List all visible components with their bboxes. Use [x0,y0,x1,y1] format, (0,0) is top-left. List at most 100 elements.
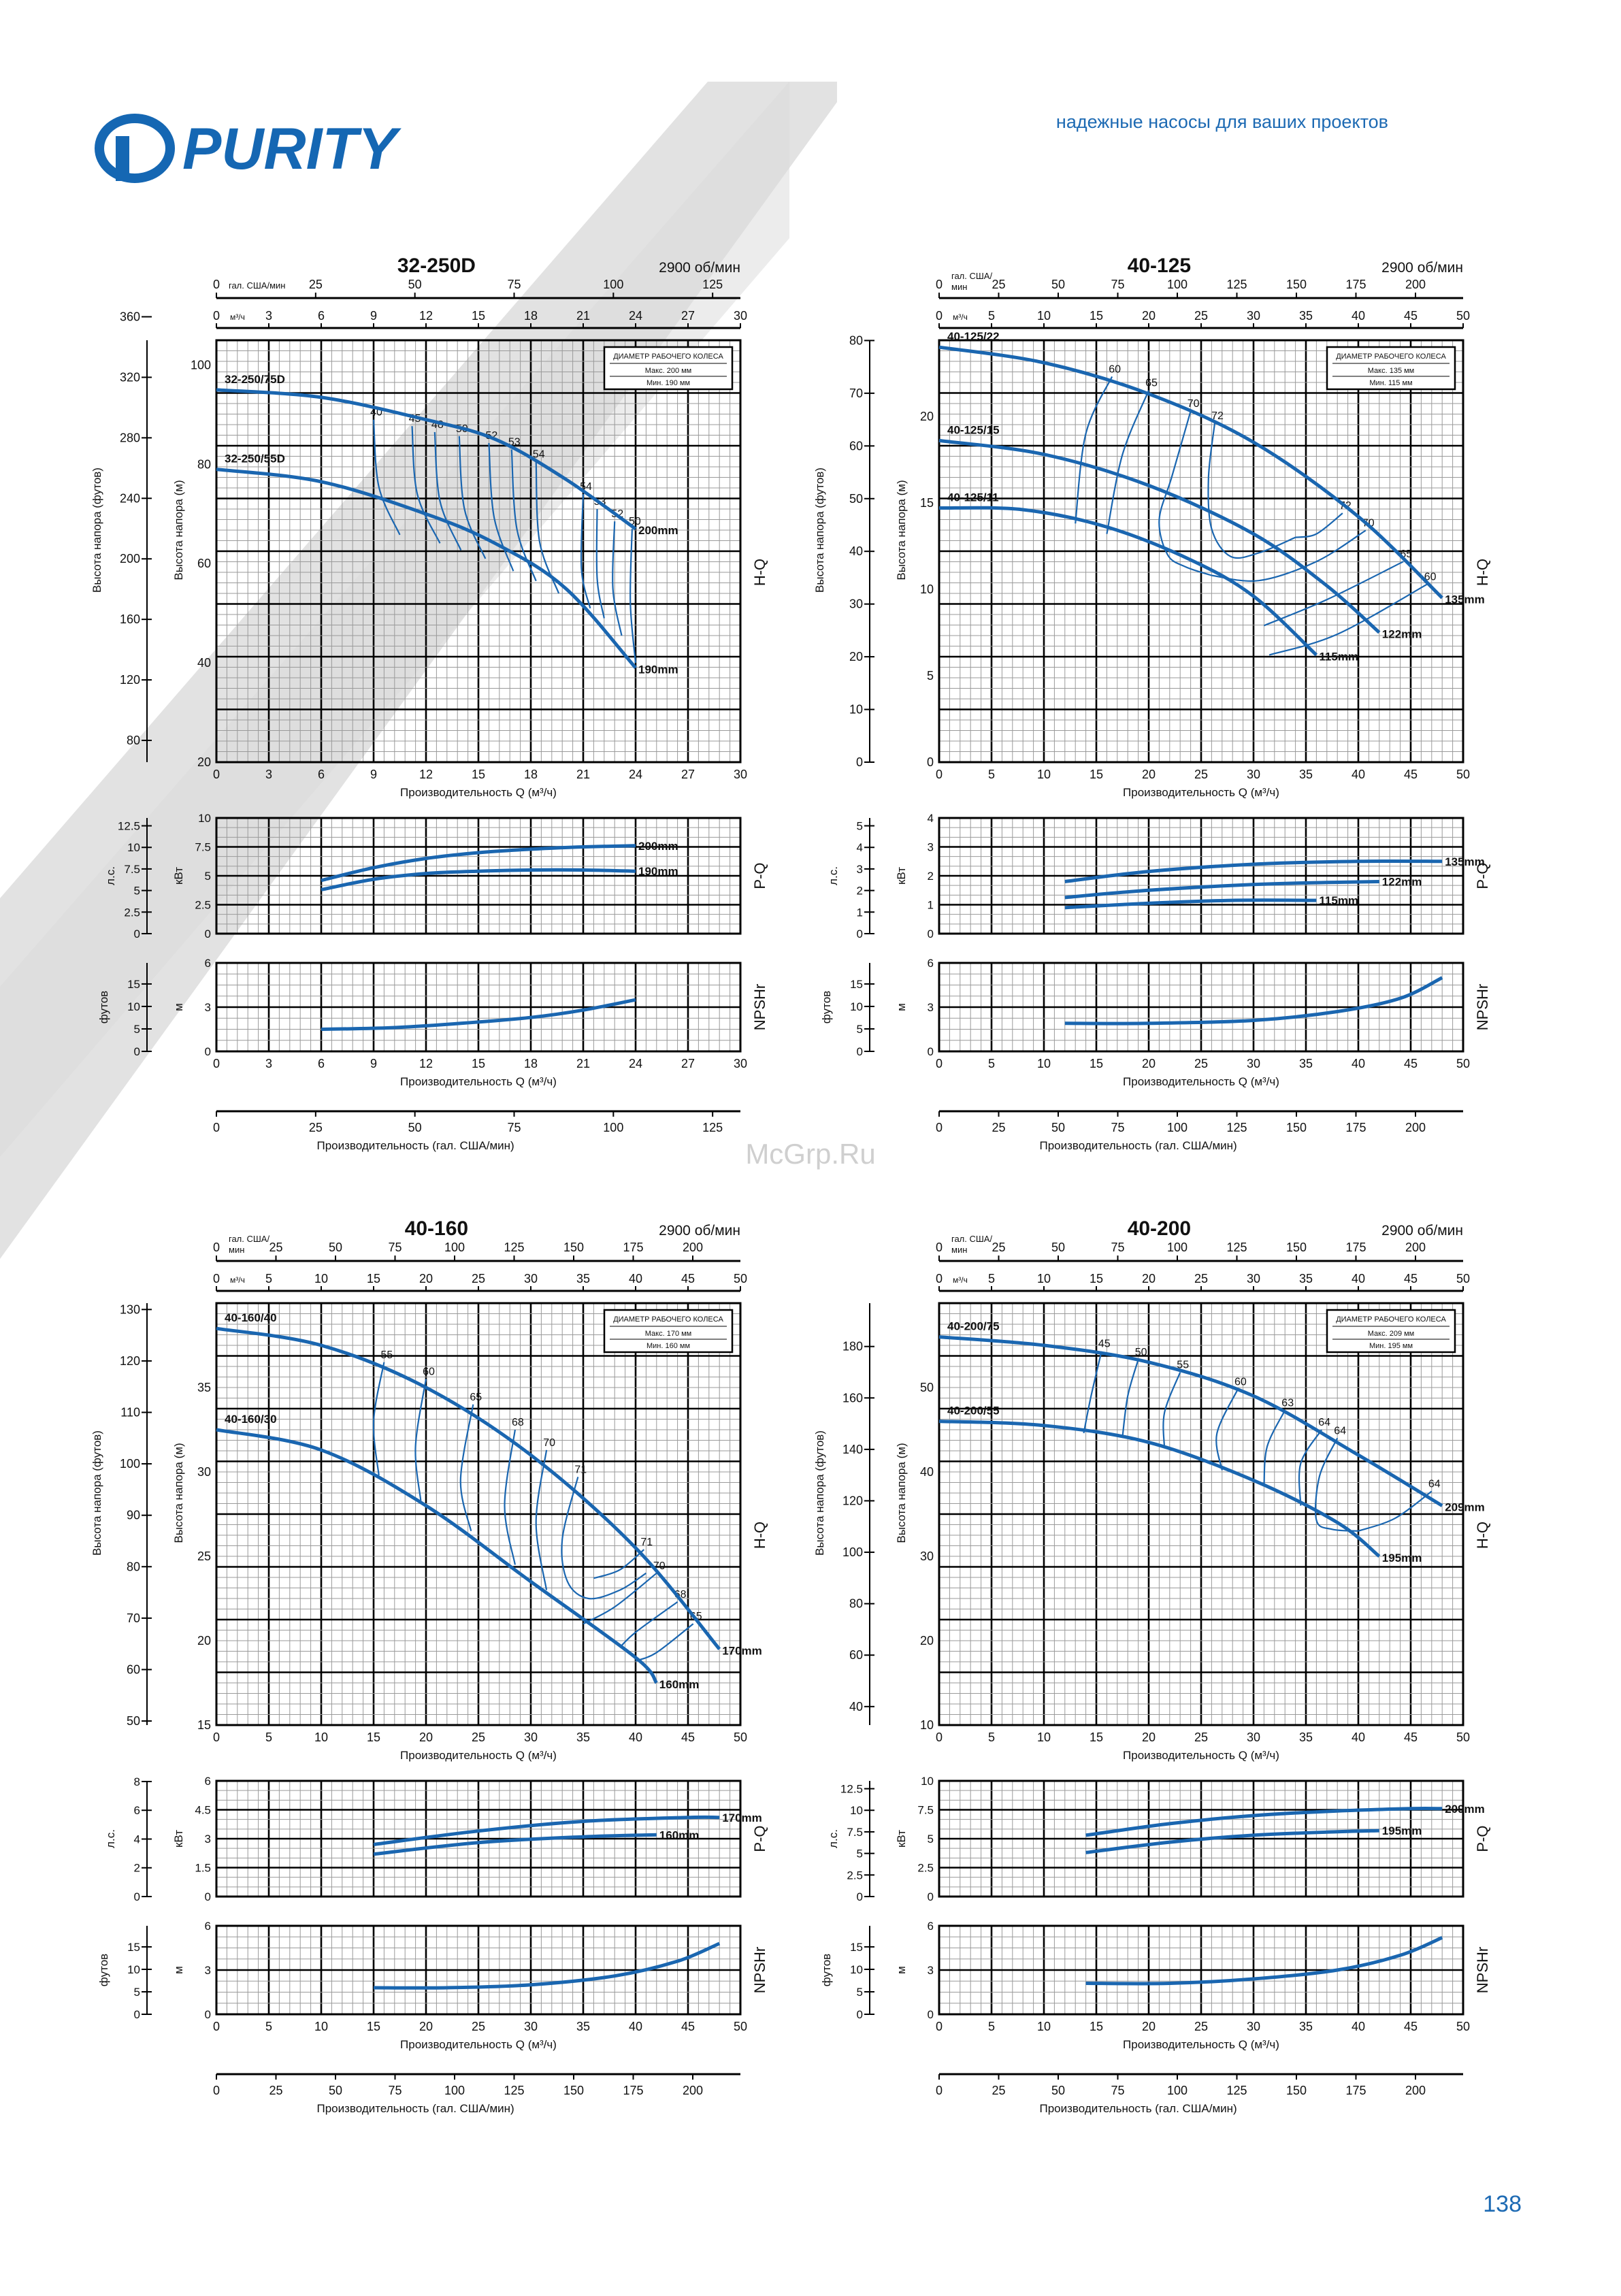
top-gpm-tick-label: 200 [683,1241,703,1254]
hq-x-tick-label: 40 [1352,768,1365,781]
top-q-tick-label: 20 [1142,1272,1156,1285]
pq-hp-axis-label: л.с. [104,1829,117,1848]
bottom-gpm-tick-label: 75 [1111,2084,1124,2097]
top-gpm-unit: гал. США/мин [229,280,285,291]
bottom-gpm-tick-label: 200 [683,2084,703,2097]
hq-x-tick-label: 30 [734,768,747,781]
pq-kw-tick-label: 2.5 [917,1862,934,1875]
pq-hp-axis-label: л.с. [827,866,840,885]
top-gpm-unit-line2: мин [951,282,967,292]
pq-curve [1064,880,1379,900]
npsh-x-tick-label: 21 [576,1057,590,1070]
npsh-x-tick-label: 25 [1194,1057,1208,1070]
top-q-tick-label: 50 [734,1272,747,1285]
pq-end-label: 115mm [1319,894,1358,907]
npsh-ft-tick-label: 0 [857,2008,863,2021]
hq-ft-tick-label: 10 [849,703,863,717]
hq-ft-tick-label: 20 [849,650,863,663]
hq-efficiency-line [1211,529,1366,582]
hq-curve [216,1428,658,1684]
hq-m-axis-label: Высота напора (м) [172,480,185,580]
bottom-gpm-tick-label: 100 [1167,2084,1188,2097]
npsh-ft-tick-label: 15 [127,1941,140,1954]
hq-series-name: 40-125/15 [947,423,1000,436]
bottom-gpm-tick-label: 0 [213,2084,220,2097]
hq-ft-axis-label: Высота напора (футов) [91,1430,103,1556]
hq-efficiency-line [1158,410,1212,576]
top-gpm-tick-label: 150 [1286,1241,1307,1254]
legend-box [603,1309,734,1354]
hq-ft-tick-label: 80 [127,1560,140,1573]
top-q-tick-label: 0 [213,1272,220,1285]
npsh-x-tick-label: 20 [1142,1057,1156,1070]
pq-end-label: 209mm [1445,1803,1485,1816]
hq-series-name: 32-250/55D [225,453,285,465]
npsh-x-tick-label: 10 [1037,1057,1051,1070]
hq-x-tick-label: 18 [524,768,538,781]
top-gpm-tick-label: 175 [1345,1241,1366,1254]
legend-box [1326,1309,1456,1354]
hq-frame [938,339,1464,764]
hq-x-axis-label: Производительность Q (м³/ч) [400,1749,557,1762]
hq-efficiency-label: 55 [1177,1360,1189,1371]
hq-panel-label: H-Q [751,1522,768,1549]
hq-y-tick-label: 10 [920,1718,934,1732]
pq-hp-tick-label: 0 [134,1890,140,1903]
chart-speed: 2900 об/мин [659,260,740,276]
pq-hp-tick-label: 0 [857,1890,863,1903]
bottom-gpm-tick-label: 75 [388,2084,402,2097]
top-q-tick-label: 0 [213,309,220,323]
hq-panel-label: H-Q [751,559,768,586]
hq-ft-tick-label: 50 [127,1714,140,1728]
pq-kw-tick-label: 10 [921,1775,934,1788]
top-q-tick-label: 5 [265,1272,272,1285]
hq-ft-tick-label: 40 [849,1700,863,1713]
hq-end-label: 200mm [638,524,678,537]
pq-hp-tick-label: 8 [134,1775,140,1788]
npsh-m-tick-label: 0 [928,1045,934,1058]
pq-kw-axis-label: кВт [172,1830,185,1848]
npsh-x-tick-label: 45 [681,2020,695,2033]
npsh-x-tick-label: 3 [265,1057,272,1070]
npsh-ft-axis-label: футов [820,1954,833,1986]
npsh-panel-label: NPSHr [751,984,768,1030]
hq-x-tick-label: 45 [681,1731,695,1744]
npsh-x-tick-label: 40 [1352,1057,1365,1070]
top-gpm-tick-label: 0 [936,278,943,291]
hq-efficiency-line [510,449,537,582]
pq-kw-tick-label: 0 [928,1890,934,1903]
hq-series-name: 32-250/75D [225,373,285,386]
hq-x-tick-label: 30 [1247,1731,1260,1744]
hq-y-tick-label: 5 [927,669,934,683]
npsh-ft-tick-label: 15 [850,1941,863,1954]
npsh-x-tick-label: 9 [370,1057,377,1070]
npsh-ft-tick-label: 5 [134,1986,140,1999]
top-gpm-tick-label: 175 [1345,278,1366,291]
hq-x-tick-label: 6 [318,768,325,781]
hq-y-tick-label: 35 [197,1381,211,1394]
pq-curve [1064,898,1317,910]
top-q-tick-label: 15 [472,309,485,323]
pq-hp-tick-label: 2.5 [847,1869,863,1882]
legend-min: Мин. 195 мм [1369,1342,1413,1350]
top-gpm-tick-label: 175 [623,1241,643,1254]
top-q-tick-label: 35 [1299,1272,1313,1285]
chart-title: 40-160 [405,1217,468,1240]
brand-name: PURITY [182,116,402,182]
top-q-unit: м³/ч [953,312,968,322]
hq-ft-tick-label: 30 [849,597,863,611]
top-gpm-tick-label: 200 [1405,278,1426,291]
pq-kw-tick-label: 1.5 [195,1862,211,1875]
npsh-x-axis-label: Производительность Q (м³/ч) [1123,2038,1279,2051]
top-q-tick-label: 3 [265,309,272,323]
hq-x-tick-label: 9 [370,768,377,781]
impeller-diameter-legend: ДИАМЕТР РАБОЧЕГО КОЛЕСА Макс. 209 мм Мин. … [1326,1309,1456,1354]
chart-title: 32-250D [397,255,476,277]
hq-efficiency-line [619,1601,678,1648]
hq-ft-tick-label: 100 [120,1457,140,1471]
bottom-gpm-tick-label: 200 [1405,2084,1426,2097]
top-gpm-tick-label: 100 [1167,278,1188,291]
pq-kw-axis-label: кВт [895,1830,908,1848]
hq-ft-tick-label: 200 [120,552,140,565]
